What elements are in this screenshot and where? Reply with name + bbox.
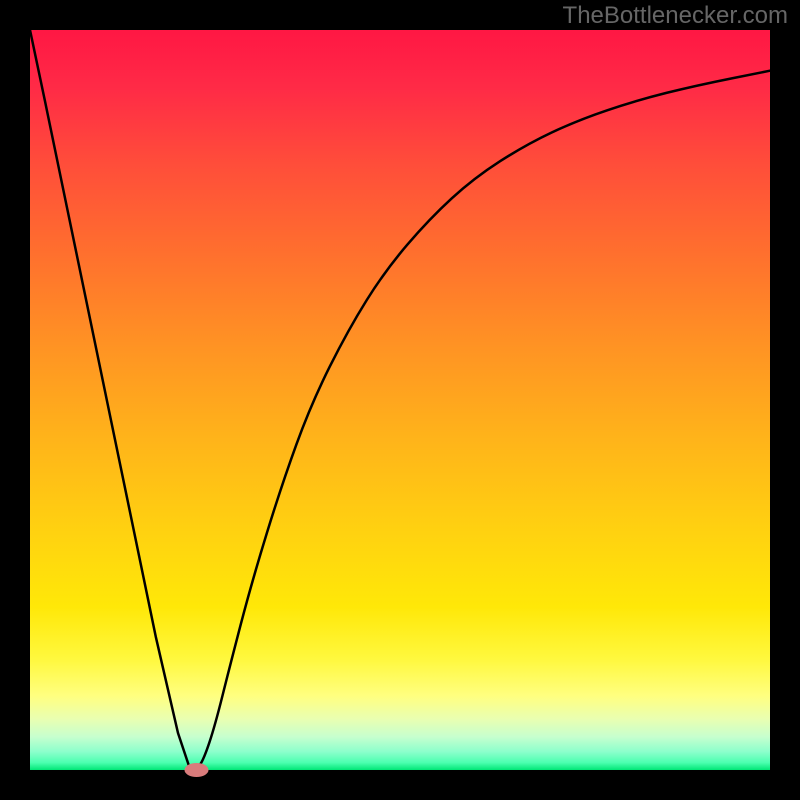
chart-container: TheBottlenecker.com — [0, 0, 800, 800]
minimum-marker — [185, 763, 209, 777]
bottleneck-chart — [0, 0, 800, 800]
watermark-text: TheBottlenecker.com — [563, 2, 788, 30]
